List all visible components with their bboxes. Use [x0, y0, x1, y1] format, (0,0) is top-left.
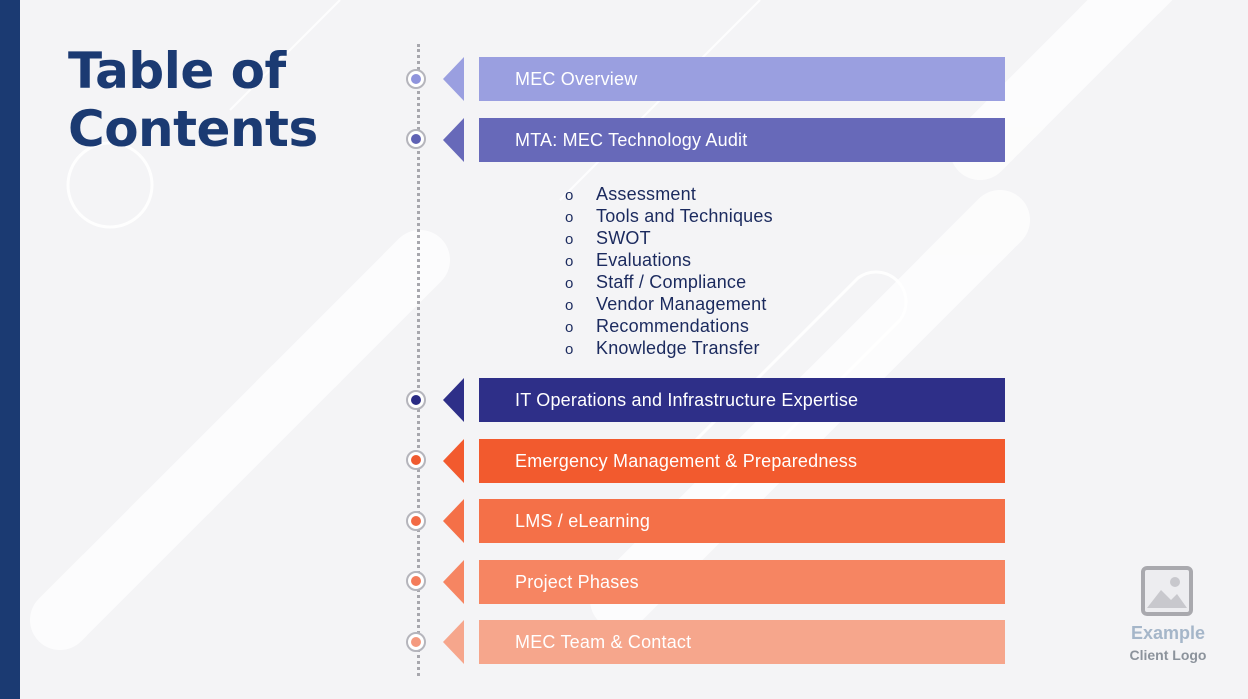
- list-item: o Evaluations: [565, 249, 773, 271]
- list-item-label: SWOT: [596, 228, 651, 248]
- list-item: o Staff / Compliance: [565, 271, 773, 293]
- list-item-label: Assessment: [596, 184, 697, 204]
- section-it-operations[interactable]: IT Operations and Infrastructure Experti…: [479, 378, 1005, 422]
- band-arrow: [443, 118, 464, 162]
- timeline-dot: [411, 637, 421, 647]
- timeline-node: [406, 450, 426, 470]
- timeline-dot: [411, 134, 421, 144]
- bullet-marker: o: [565, 187, 574, 204]
- image-placeholder-icon: [1141, 566, 1193, 616]
- bullet-marker: o: [565, 341, 574, 358]
- timeline-dot: [411, 516, 421, 526]
- list-item: o Recommendations: [565, 315, 773, 337]
- timeline-node: [406, 129, 426, 149]
- left-accent-bar: [0, 0, 20, 699]
- list-item-label: Recommendations: [596, 316, 750, 336]
- page-title: Table of Contents: [68, 42, 318, 158]
- title-line-1: Table of: [68, 42, 286, 100]
- logo-text-line-2: Client Logo: [1129, 647, 1207, 663]
- timeline-node: [406, 632, 426, 652]
- bullet-marker: o: [565, 297, 574, 314]
- list-item-label: Vendor Management: [596, 294, 767, 314]
- list-item-label: Staff / Compliance: [596, 272, 747, 292]
- list-item-label: Knowledge Transfer: [596, 338, 760, 358]
- section-emergency-management[interactable]: Emergency Management & Preparedness: [479, 439, 1005, 483]
- list-item: o SWOT: [565, 227, 773, 249]
- band-arrow: [443, 378, 464, 422]
- timeline-dot: [411, 455, 421, 465]
- bullet-marker: o: [565, 231, 574, 248]
- band-arrow: [443, 620, 464, 664]
- logo-text-line-1: Example: [1130, 623, 1206, 643]
- list-item-label: Evaluations: [596, 250, 692, 270]
- section-team-contact[interactable]: MEC Team & Contact: [479, 620, 1005, 664]
- list-item: o Knowledge Transfer: [565, 337, 773, 359]
- band-arrow: [443, 439, 464, 483]
- band-arrow: [443, 57, 464, 101]
- timeline-line: [417, 44, 420, 676]
- timeline-node: [406, 69, 426, 89]
- section-mec-overview[interactable]: MEC Overview: [479, 57, 1005, 101]
- title-line-2: Contents: [68, 100, 318, 158]
- timeline-node: [406, 571, 426, 591]
- timeline-node: [406, 511, 426, 531]
- timeline-dot: [411, 576, 421, 586]
- timeline-dot: [411, 74, 421, 84]
- list-item: o Tools and Techniques: [565, 205, 773, 227]
- band-arrow: [443, 499, 464, 543]
- section-lms-elearning[interactable]: LMS / eLearning: [479, 499, 1005, 543]
- bullet-marker: o: [565, 319, 574, 336]
- list-item: o Vendor Management: [565, 293, 773, 315]
- mta-subitem-list: o Assessment o Tools and Techniques o SWOT …: [565, 183, 773, 359]
- timeline-dot: [411, 395, 421, 405]
- bullet-marker: o: [565, 209, 574, 226]
- list-item: o Assessment: [565, 183, 773, 205]
- bullet-marker: o: [565, 253, 574, 270]
- section-project-phases[interactable]: Project Phases: [479, 560, 1005, 604]
- section-mta-audit[interactable]: MTA: MEC Technology Audit: [479, 118, 1005, 162]
- band-arrow: [443, 560, 464, 604]
- list-item-label: Tools and Techniques: [596, 206, 773, 226]
- timeline-node: [406, 390, 426, 410]
- bullet-marker: o: [565, 275, 574, 292]
